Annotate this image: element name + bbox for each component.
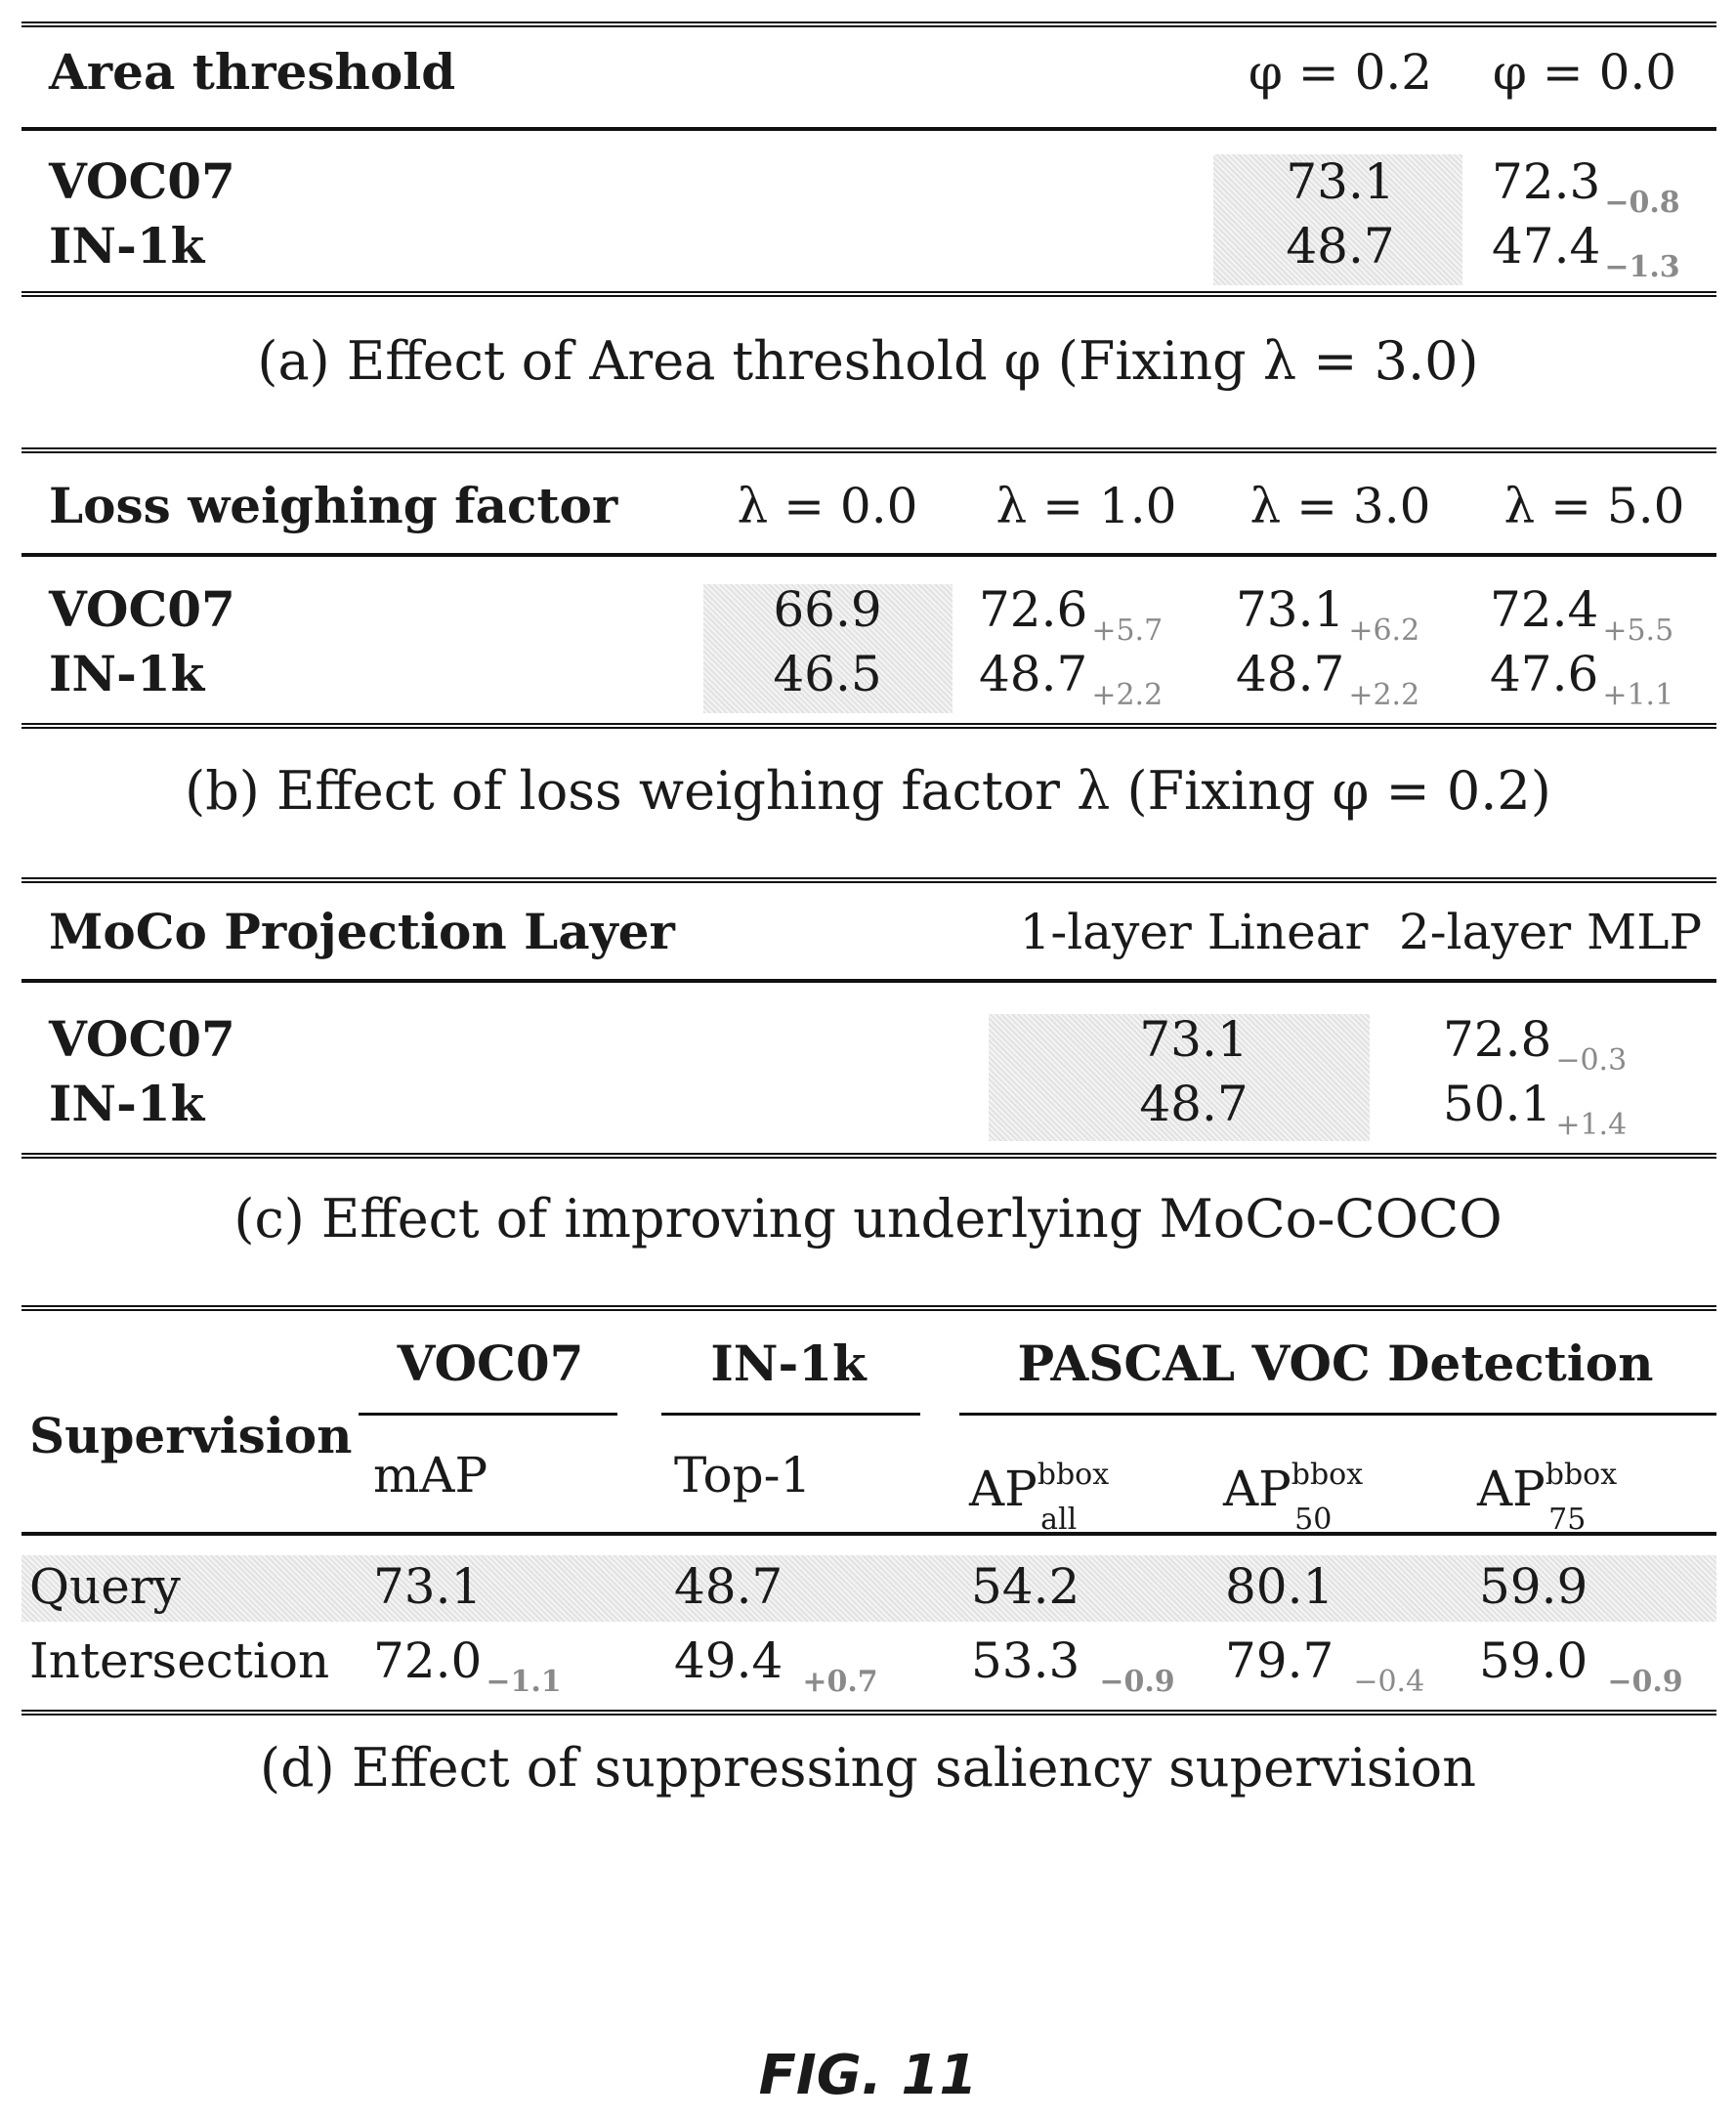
subheader-ap-75: APbbox75 xyxy=(1477,1458,1618,1537)
group-header-voc07: VOC07 xyxy=(397,1334,584,1392)
subheader-ap-50: APbbox50 xyxy=(1223,1458,1364,1537)
group-header-pascal-voc: PASCAL VOC Detection xyxy=(1017,1334,1654,1392)
row-label-voc07: VOC07 xyxy=(49,1010,235,1068)
cell-c-voc07-linear: 73.1 xyxy=(1139,1011,1249,1068)
subheader-ap-all: APbboxall xyxy=(969,1458,1110,1537)
cell-d-query-ap-all: 54.2 xyxy=(971,1558,1080,1615)
cell-c-in1k-mlp: 50.1 +1.4 xyxy=(1443,1076,1628,1142)
table-area-threshold: Area threshold φ = 0.2 φ = 0.0 VOC07 73.… xyxy=(21,21,1716,297)
header-lambda-5: λ = 5.0 xyxy=(1503,478,1685,534)
caption-a: (a) Effect of Area threshold φ (Fixing λ… xyxy=(257,330,1479,392)
cell-b-voc07-l1: 72.6 +5.7 xyxy=(979,581,1164,648)
row-label-in1k: IN-1k xyxy=(49,1075,205,1132)
cell-d-intersection-ap75: 59.0 −0.9 xyxy=(1479,1632,1683,1699)
row-label-query: Query xyxy=(29,1558,181,1615)
cell-d-intersection-map: 72.0 −1.1 xyxy=(373,1632,562,1699)
cell-d-query-ap75: 59.9 xyxy=(1479,1558,1588,1615)
cell-c-in1k-linear: 48.7 xyxy=(1139,1076,1249,1132)
header-lambda-0: λ = 0.0 xyxy=(737,478,918,534)
cell-a-voc07-phi00: 72.3 −0.8 xyxy=(1492,153,1680,220)
cell-d-intersection-ap-all: 53.3 −0.9 xyxy=(971,1632,1175,1699)
cell-b-in1k-l5: 47.6 +1.1 xyxy=(1490,646,1674,712)
highlight-column xyxy=(1213,154,1462,285)
header-moco-projection: MoCo Projection Layer xyxy=(49,903,675,960)
cell-d-query-ap50: 80.1 xyxy=(1225,1558,1334,1615)
group-header-in1k: IN-1k xyxy=(710,1334,867,1392)
cell-b-voc07-l5: 72.4 +5.5 xyxy=(1490,581,1674,648)
table-loss-weighing: Loss weighing factor λ = 0.0 λ = 1.0 λ =… xyxy=(21,447,1716,731)
cell-a-voc07-phi02: 73.1 xyxy=(1286,153,1395,210)
cell-b-in1k-l3: 48.7 +2.2 xyxy=(1236,646,1420,712)
row-header-supervision: Supervision xyxy=(29,1407,353,1464)
row-label-in1k: IN-1k xyxy=(49,645,205,702)
row-label-intersection: Intersection xyxy=(29,1632,330,1689)
highlight-row-query xyxy=(21,1555,1716,1622)
header-2-layer-mlp: 2-layer MLP xyxy=(1398,904,1703,960)
table-moco-projection: MoCo Projection Layer 1-layer Linear 2-l… xyxy=(21,877,1716,1161)
cell-a-in1k-phi00: 47.4 −1.3 xyxy=(1492,218,1680,284)
table-saliency-supervision: VOC07 IN-1k PASCAL VOC Detection Supervi… xyxy=(21,1305,1716,1716)
cell-a-in1k-phi02: 48.7 xyxy=(1286,218,1395,275)
cell-b-voc07-l3: 73.1 +6.2 xyxy=(1236,581,1420,648)
subheader-top1: Top-1 xyxy=(674,1447,812,1504)
cell-d-intersection-top1: 49.4 +0.7 xyxy=(674,1632,878,1699)
header-phi-02: φ = 0.2 xyxy=(1248,44,1433,101)
header-area-threshold: Area threshold xyxy=(49,43,456,101)
cell-d-intersection-ap50: 79.7 −0.4 xyxy=(1225,1632,1425,1699)
cell-d-query-map: 73.1 xyxy=(373,1558,483,1615)
cell-b-in1k-l0: 46.5 xyxy=(773,646,882,702)
row-label-voc07: VOC07 xyxy=(49,580,235,638)
header-phi-00: φ = 0.0 xyxy=(1492,44,1677,101)
caption-c: (c) Effect of improving underlying MoCo-… xyxy=(233,1188,1503,1250)
row-label-voc07: VOC07 xyxy=(49,152,235,210)
cell-b-in1k-l1: 48.7 +2.2 xyxy=(979,646,1164,712)
caption-d: (d) Effect of suppressing saliency super… xyxy=(260,1737,1476,1799)
subheader-map: mAP xyxy=(373,1447,488,1504)
cell-b-voc07-l0: 66.9 xyxy=(773,581,882,638)
row-label-in1k: IN-1k xyxy=(49,217,205,275)
header-loss-factor: Loss weighing factor xyxy=(49,477,618,534)
highlight-column xyxy=(703,584,953,713)
caption-b: (b) Effect of loss weighing factor λ (Fi… xyxy=(185,760,1551,822)
figure-label: FIG. 11 xyxy=(758,2044,978,2107)
header-lambda-3: λ = 3.0 xyxy=(1249,478,1431,534)
header-1-layer-linear: 1-layer Linear xyxy=(1019,904,1369,960)
header-lambda-1: λ = 1.0 xyxy=(995,478,1177,534)
cell-c-voc07-mlp: 72.8 −0.3 xyxy=(1443,1011,1628,1078)
cell-d-query-top1: 48.7 xyxy=(674,1558,783,1615)
highlight-column xyxy=(989,1014,1370,1141)
